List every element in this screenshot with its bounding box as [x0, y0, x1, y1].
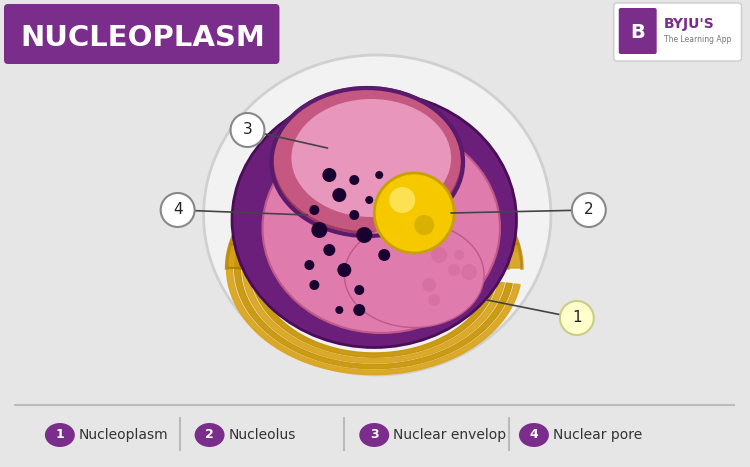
- Circle shape: [375, 171, 383, 179]
- Circle shape: [338, 263, 351, 277]
- Circle shape: [311, 222, 327, 238]
- Ellipse shape: [194, 423, 224, 447]
- Circle shape: [353, 304, 365, 316]
- Circle shape: [310, 280, 320, 290]
- Polygon shape: [226, 162, 520, 375]
- Circle shape: [310, 205, 320, 215]
- Circle shape: [378, 249, 390, 261]
- Text: NUCLEOPLASM: NUCLEOPLASM: [20, 24, 265, 52]
- Circle shape: [572, 193, 606, 227]
- Circle shape: [332, 188, 346, 202]
- Circle shape: [323, 244, 335, 256]
- Text: 1: 1: [572, 311, 582, 325]
- Circle shape: [414, 215, 434, 235]
- Text: B: B: [630, 23, 645, 42]
- Circle shape: [304, 260, 314, 270]
- Text: 4: 4: [530, 429, 538, 441]
- Ellipse shape: [203, 55, 551, 375]
- Text: Nucleolus: Nucleolus: [229, 428, 296, 442]
- Ellipse shape: [359, 423, 389, 447]
- Circle shape: [374, 173, 454, 253]
- Polygon shape: [251, 179, 496, 357]
- Text: 3: 3: [243, 122, 253, 137]
- FancyBboxPatch shape: [4, 4, 280, 64]
- FancyBboxPatch shape: [619, 8, 657, 54]
- Text: 2: 2: [206, 429, 214, 441]
- Circle shape: [335, 306, 344, 314]
- Circle shape: [230, 113, 265, 147]
- Text: Nucleoplasm: Nucleoplasm: [79, 428, 169, 442]
- Circle shape: [356, 227, 372, 243]
- Ellipse shape: [519, 423, 549, 447]
- Ellipse shape: [292, 99, 451, 217]
- Polygon shape: [235, 167, 512, 369]
- Circle shape: [365, 196, 374, 204]
- Text: Nuclear envelop: Nuclear envelop: [393, 428, 506, 442]
- Circle shape: [431, 247, 447, 263]
- Text: Nuclear pore: Nuclear pore: [553, 428, 642, 442]
- Circle shape: [428, 294, 440, 306]
- Circle shape: [560, 301, 594, 335]
- Ellipse shape: [272, 87, 462, 233]
- Circle shape: [160, 193, 194, 227]
- FancyBboxPatch shape: [614, 3, 742, 61]
- Text: 2: 2: [584, 203, 594, 218]
- Text: 1: 1: [56, 429, 64, 441]
- Polygon shape: [226, 160, 522, 268]
- Text: 3: 3: [370, 429, 379, 441]
- Polygon shape: [242, 173, 504, 363]
- Circle shape: [389, 185, 399, 195]
- Text: BYJU'S: BYJU'S: [664, 17, 715, 31]
- Circle shape: [422, 278, 436, 292]
- Ellipse shape: [45, 423, 75, 447]
- Ellipse shape: [232, 92, 517, 347]
- Circle shape: [389, 187, 416, 213]
- Circle shape: [461, 264, 477, 280]
- Text: 4: 4: [172, 203, 182, 218]
- Text: The Learning App: The Learning App: [664, 35, 731, 44]
- Circle shape: [448, 264, 460, 276]
- Circle shape: [354, 285, 364, 295]
- Circle shape: [322, 168, 336, 182]
- Circle shape: [350, 175, 359, 185]
- Circle shape: [350, 210, 359, 220]
- Ellipse shape: [344, 222, 484, 327]
- Circle shape: [454, 250, 464, 260]
- Ellipse shape: [262, 123, 500, 333]
